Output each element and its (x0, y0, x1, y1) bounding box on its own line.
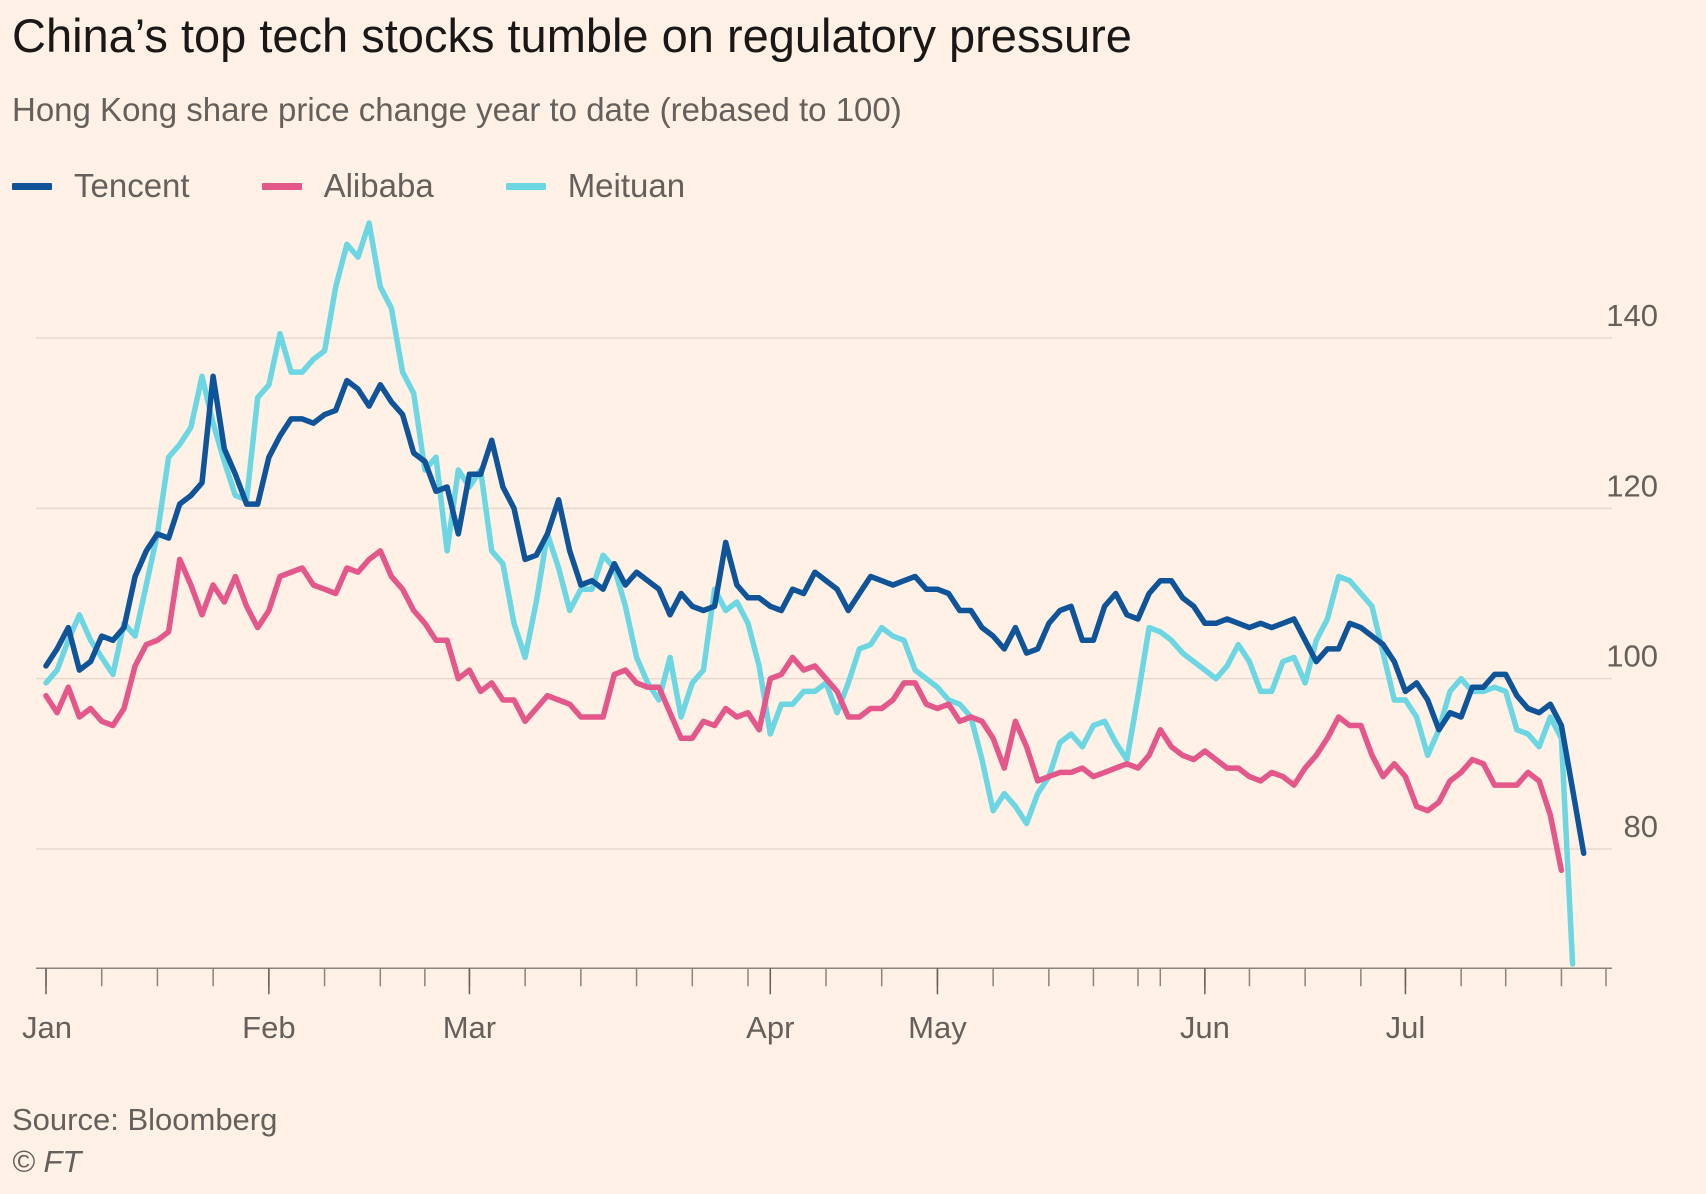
x-tick-label-feb: Feb (242, 1010, 295, 1045)
copyright-note: © FT (12, 1144, 82, 1179)
x-tick-label-jan: Jan (22, 1010, 72, 1045)
legend-swatch-alibaba (261, 182, 302, 190)
legend-item-alibaba: Alibaba (261, 167, 434, 205)
legend-item-meituan: Meituan (505, 167, 686, 205)
x-tick-label-apr: Apr (746, 1010, 794, 1045)
legend-item-tencent: Tencent (12, 167, 190, 205)
legend-label-meituan: Meituan (567, 167, 686, 204)
y-tick-label-80: 80 (1624, 809, 1658, 844)
chart-title: China’s top tech stocks tumble on regula… (12, 9, 1132, 62)
chart-subtitle: Hong Kong share price change year to dat… (12, 91, 902, 128)
series-line-meituan (43, 220, 1576, 967)
legend-label-tencent: Tencent (74, 167, 190, 204)
x-tick-label-mar: Mar (443, 1010, 496, 1045)
series-line-tencent (43, 373, 1587, 857)
legend-label-alibaba: Alibaba (323, 167, 434, 204)
x-tick-label-jul: Jul (1386, 1010, 1426, 1045)
legend: Tencent Alibaba Meituan (12, 166, 757, 206)
series-line-alibaba (43, 548, 1565, 874)
legend-swatch-meituan (505, 182, 546, 190)
source-note: Source: Bloomberg (12, 1102, 278, 1137)
y-tick-label-140: 140 (1606, 298, 1658, 333)
x-tick-label-may: May (908, 1010, 967, 1045)
y-tick-label-100: 100 (1606, 639, 1658, 674)
legend-swatch-tencent (12, 182, 52, 190)
y-tick-label-120: 120 (1606, 468, 1658, 503)
x-tick-label-jun: Jun (1180, 1010, 1230, 1045)
